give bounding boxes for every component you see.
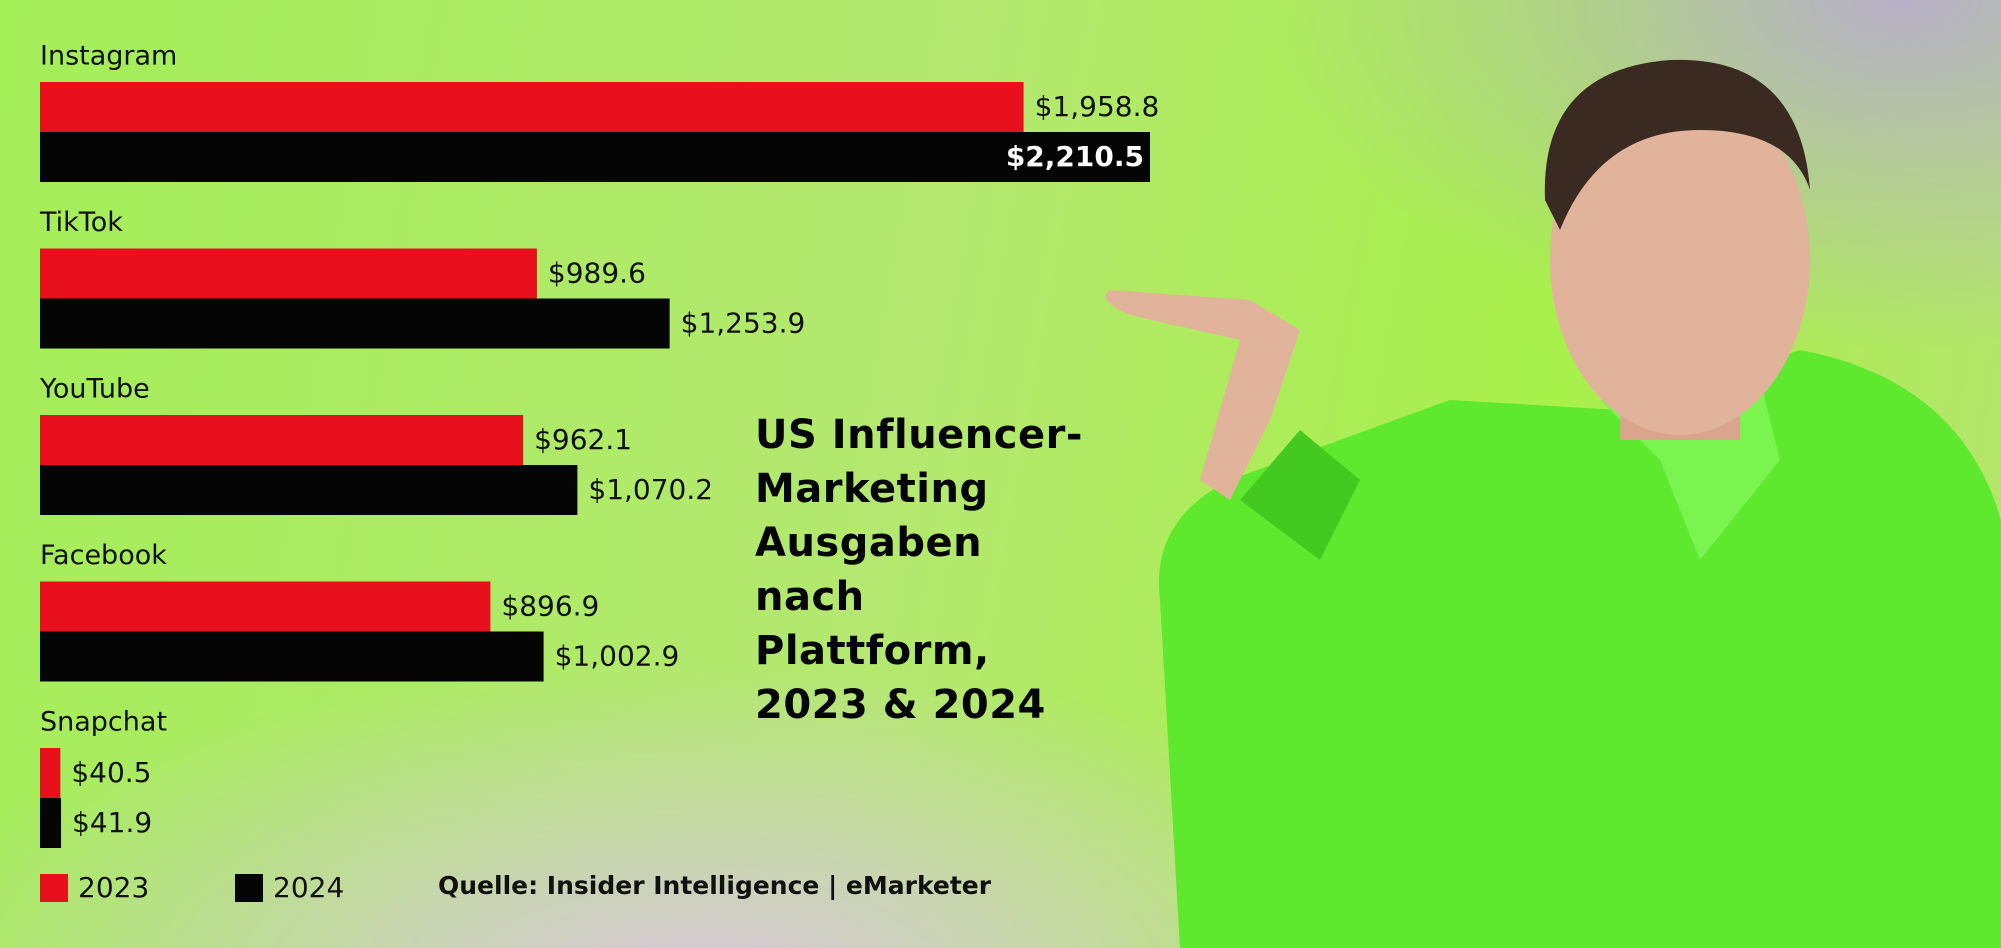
bar [40, 298, 670, 349]
legend-swatch [235, 874, 263, 902]
hand [1105, 290, 1300, 500]
value-label: $1,253.9 [681, 307, 806, 340]
shirt-fold [1240, 430, 1360, 560]
category-label: Facebook [40, 540, 167, 571]
category-label: YouTube [39, 374, 150, 405]
value-label: $989.6 [548, 257, 646, 290]
bar [40, 82, 1024, 132]
value-label: $41.9 [72, 806, 152, 839]
legend-swatch [40, 874, 68, 902]
title-line: US Influencer- [755, 412, 1083, 458]
title-line: Marketing [755, 466, 989, 512]
bar [40, 631, 544, 682]
title-line: 2023 & 2024 [755, 682, 1046, 728]
value-label: $1,070.2 [588, 473, 713, 506]
source: Quelle: Insider Intelligence | eMarketer [438, 871, 992, 900]
legend-label: 2024 [273, 871, 344, 904]
value-label: $896.9 [501, 590, 599, 623]
hair [1544, 59, 1810, 231]
bar [40, 132, 1150, 182]
title-line: Ausgaben [755, 520, 983, 566]
bar [40, 465, 578, 515]
shirt [1158, 350, 2001, 948]
title-line: nach [755, 574, 865, 620]
value-label: $2,210.5 [1006, 140, 1144, 173]
value-label: $40.5 [71, 756, 151, 789]
bar [40, 581, 491, 632]
value-label: $962.1 [534, 423, 632, 456]
category-label: Instagram [40, 41, 177, 72]
bar [40, 748, 61, 798]
title-line: Plattform, [755, 628, 990, 674]
category-label: TikTok [39, 207, 123, 238]
category-label: Snapchat [40, 707, 167, 738]
value-label: $1,958.8 [1035, 90, 1160, 123]
chart-title: US Influencer- Marketing Ausgaben nach Platt… [755, 408, 1083, 732]
bar [40, 415, 524, 465]
value-label: $1,002.9 [555, 640, 680, 673]
bar [40, 248, 537, 299]
legend-label: 2023 [78, 871, 149, 904]
person-photo [1105, 59, 2001, 948]
face [1550, 85, 1810, 435]
bar [40, 798, 62, 848]
